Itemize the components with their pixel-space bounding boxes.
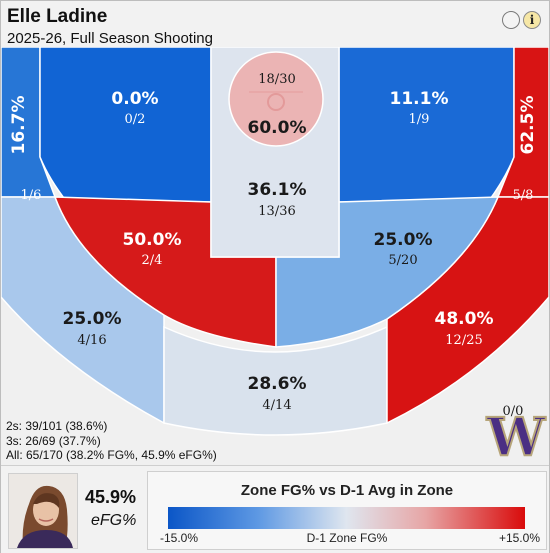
zone-left-mid[interactable]: [53, 196, 277, 348]
avatar-image: [9, 474, 77, 548]
label-right-mid-frac: 5/20: [388, 253, 417, 268]
label-paint-frac: 13/36: [258, 204, 295, 219]
efg-label: eFG%: [91, 512, 137, 529]
avatar: [8, 473, 78, 549]
label-rim-pct: 60.0%: [248, 118, 307, 138]
team-logo-letter: W: [486, 407, 547, 465]
zone-right-mid[interactable]: [275, 196, 500, 348]
label-left-corner-pct: 16.7%: [9, 96, 29, 155]
season-subtitle: 2025-26, Full Season Shooting: [7, 30, 213, 47]
legend-max-label: +15.0%: [498, 531, 540, 545]
info-icon[interactable]: i: [523, 11, 541, 29]
label-left-mid-pct: 50.0%: [123, 230, 182, 250]
label-paint-pct: 36.1%: [248, 180, 307, 200]
label-left-three-pct: 25.0%: [63, 309, 122, 329]
label-right-three-pct: 48.0%: [435, 309, 494, 329]
label-top-three-pct: 28.6%: [248, 374, 307, 394]
label-right-corner-pct: 62.5%: [518, 96, 538, 155]
zone-rim[interactable]: [228, 51, 324, 147]
info-icon-glyph: i: [529, 13, 535, 27]
legend-gradient-bar: [168, 507, 525, 529]
legend-min-label: -15.0%: [160, 531, 199, 545]
totals-all: All: 65/170 (38.2% FG%, 45.9% eFG%): [6, 448, 217, 462]
label-left-wing-frac: 0/2: [125, 112, 146, 127]
hoop: [267, 93, 285, 111]
totals-threes: 3s: 26/69 (37.7%): [6, 433, 101, 448]
backboard: [249, 91, 303, 93]
efg-value: 45.9%: [85, 487, 137, 507]
label-right-wing-pct: 11.1%: [390, 89, 449, 109]
chart-header: Elle Ladine 2025-26, Full Season Shootin…: [1, 1, 549, 47]
chart-footer: 45.9% eFG% Zone FG% vs D-1 Avg in Zone -…: [1, 465, 549, 553]
totals-twos: 2s: 39/101 (38.6%): [6, 419, 108, 433]
label-left-corner-frac: 1/6: [21, 188, 42, 203]
label-left-mid-frac: 2/4: [142, 253, 163, 268]
label-rim-frac: 18/30: [258, 72, 295, 87]
color-legend: Zone FG% vs D-1 Avg in Zone -15.0% D-1 Z…: [147, 471, 547, 550]
court-svg: 16.7% 1/6 0.0% 0/2 18/30 60.0% 36.1% 13/…: [1, 47, 549, 465]
player-name: Elle Ladine: [7, 6, 108, 27]
label-left-wing-pct: 0.0%: [111, 89, 158, 109]
label-right-mid-pct: 25.0%: [374, 230, 433, 250]
label-right-wing-frac: 1/9: [409, 112, 430, 127]
zone-left-corner[interactable]: [1, 47, 57, 198]
label-left-three-frac: 4/16: [77, 333, 106, 348]
logo-overlay-text: 0/0: [503, 404, 524, 419]
toggle-button[interactable]: [502, 11, 520, 29]
label-right-three-frac: 12/25: [445, 333, 482, 348]
label-top-three-frac: 4/14: [262, 398, 291, 413]
label-right-corner-frac: 5/8: [513, 188, 534, 203]
legend-title: Zone FG% vs D-1 Avg in Zone: [240, 482, 454, 499]
legend-mid-label: D-1 Zone FG%: [306, 531, 388, 545]
team-logo: W 0/0: [485, 404, 548, 465]
season-totals: 2s: 39/101 (38.6%) 3s: 26/69 (37.7%) All…: [6, 419, 217, 463]
